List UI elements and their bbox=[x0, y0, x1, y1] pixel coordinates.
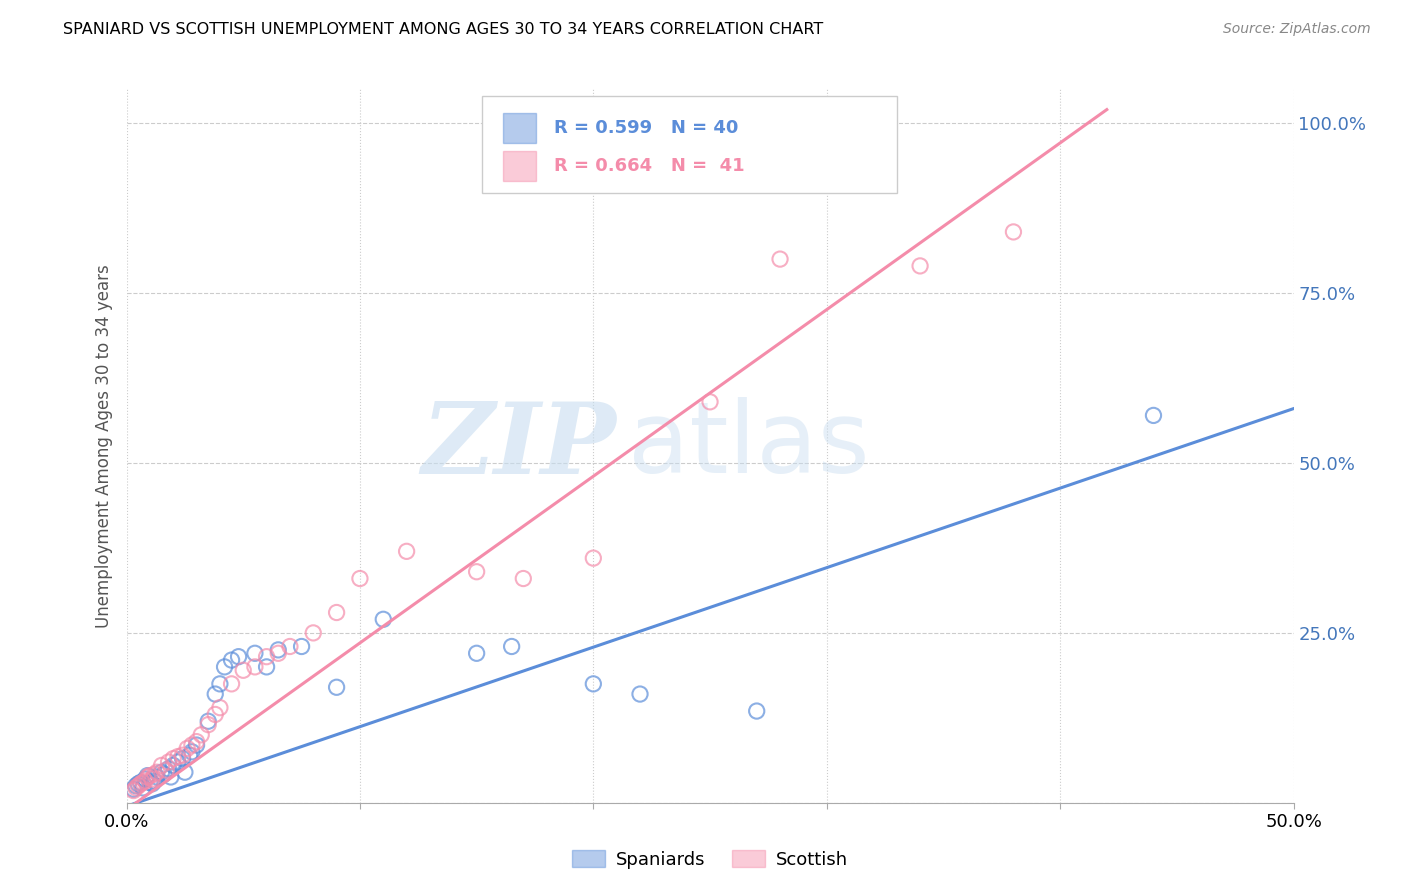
Point bbox=[122, 782, 145, 797]
Point bbox=[125, 779, 148, 793]
Point bbox=[129, 777, 152, 791]
Point bbox=[325, 606, 347, 620]
Point bbox=[132, 775, 155, 789]
Point bbox=[179, 748, 201, 763]
Point bbox=[162, 751, 184, 765]
Point bbox=[465, 565, 488, 579]
Point bbox=[167, 755, 190, 769]
Legend: Spaniards, Scottish: Spaniards, Scottish bbox=[565, 843, 855, 876]
Point bbox=[122, 783, 145, 797]
Point bbox=[150, 765, 173, 780]
Point bbox=[278, 640, 301, 654]
Point bbox=[325, 680, 347, 694]
Point bbox=[180, 738, 202, 752]
Point bbox=[908, 259, 931, 273]
Point bbox=[150, 758, 173, 772]
Point bbox=[197, 717, 219, 731]
Point bbox=[136, 769, 159, 783]
Point bbox=[628, 687, 651, 701]
Point bbox=[256, 660, 278, 674]
Point bbox=[221, 677, 243, 691]
Point bbox=[136, 770, 159, 784]
Point bbox=[349, 572, 371, 586]
Point bbox=[204, 707, 226, 722]
Point bbox=[186, 738, 208, 752]
Point bbox=[267, 643, 290, 657]
Text: atlas: atlas bbox=[628, 398, 870, 494]
Point bbox=[512, 572, 534, 586]
Point bbox=[176, 741, 198, 756]
Point bbox=[127, 777, 149, 791]
Point bbox=[139, 769, 162, 783]
Point bbox=[180, 745, 202, 759]
Point bbox=[190, 728, 212, 742]
Point bbox=[141, 772, 163, 786]
Point bbox=[699, 394, 721, 409]
Point bbox=[160, 770, 183, 784]
Point bbox=[146, 770, 169, 784]
Point bbox=[157, 762, 180, 776]
Point bbox=[373, 612, 395, 626]
Point bbox=[153, 767, 176, 781]
Text: SPANIARD VS SCOTTISH UNEMPLOYMENT AMONG AGES 30 TO 34 YEARS CORRELATION CHART: SPANIARD VS SCOTTISH UNEMPLOYMENT AMONG … bbox=[63, 22, 824, 37]
Point bbox=[582, 551, 605, 566]
Text: Source: ZipAtlas.com: Source: ZipAtlas.com bbox=[1223, 22, 1371, 37]
Text: R = 0.664   N =  41: R = 0.664 N = 41 bbox=[554, 157, 744, 175]
Point bbox=[129, 775, 152, 789]
Point bbox=[134, 774, 156, 789]
Point bbox=[1142, 409, 1164, 423]
Point bbox=[127, 779, 149, 793]
Point bbox=[167, 749, 190, 764]
Point bbox=[143, 774, 166, 789]
Point bbox=[228, 649, 250, 664]
Point bbox=[125, 780, 148, 795]
Point bbox=[1002, 225, 1025, 239]
Point bbox=[267, 646, 290, 660]
Point bbox=[141, 777, 163, 791]
Point bbox=[139, 775, 162, 789]
Point bbox=[243, 646, 266, 660]
Point bbox=[208, 677, 231, 691]
Point bbox=[134, 772, 156, 786]
Point bbox=[501, 640, 523, 654]
FancyBboxPatch shape bbox=[482, 96, 897, 193]
Point bbox=[172, 751, 194, 765]
Point bbox=[232, 663, 254, 677]
Point bbox=[769, 252, 792, 266]
Point bbox=[290, 640, 312, 654]
Point bbox=[465, 646, 488, 660]
Point bbox=[395, 544, 418, 558]
Point bbox=[302, 626, 325, 640]
Point bbox=[172, 748, 194, 763]
Point bbox=[208, 700, 231, 714]
FancyBboxPatch shape bbox=[503, 151, 536, 180]
Point bbox=[143, 767, 166, 781]
Point bbox=[214, 660, 236, 674]
Point bbox=[745, 704, 768, 718]
Point bbox=[582, 677, 605, 691]
Point bbox=[221, 653, 243, 667]
Point bbox=[256, 649, 278, 664]
Point bbox=[146, 765, 169, 780]
Point bbox=[197, 714, 219, 729]
Point bbox=[174, 765, 197, 780]
Text: R = 0.599   N = 40: R = 0.599 N = 40 bbox=[554, 120, 738, 137]
Y-axis label: Unemployment Among Ages 30 to 34 years: Unemployment Among Ages 30 to 34 years bbox=[94, 264, 112, 628]
Point bbox=[243, 660, 266, 674]
Point bbox=[132, 780, 155, 795]
FancyBboxPatch shape bbox=[503, 113, 536, 144]
Point bbox=[157, 755, 180, 769]
Text: ZIP: ZIP bbox=[422, 398, 617, 494]
Point bbox=[162, 758, 184, 772]
Point bbox=[186, 734, 208, 748]
Point bbox=[204, 687, 226, 701]
Point bbox=[155, 763, 177, 777]
